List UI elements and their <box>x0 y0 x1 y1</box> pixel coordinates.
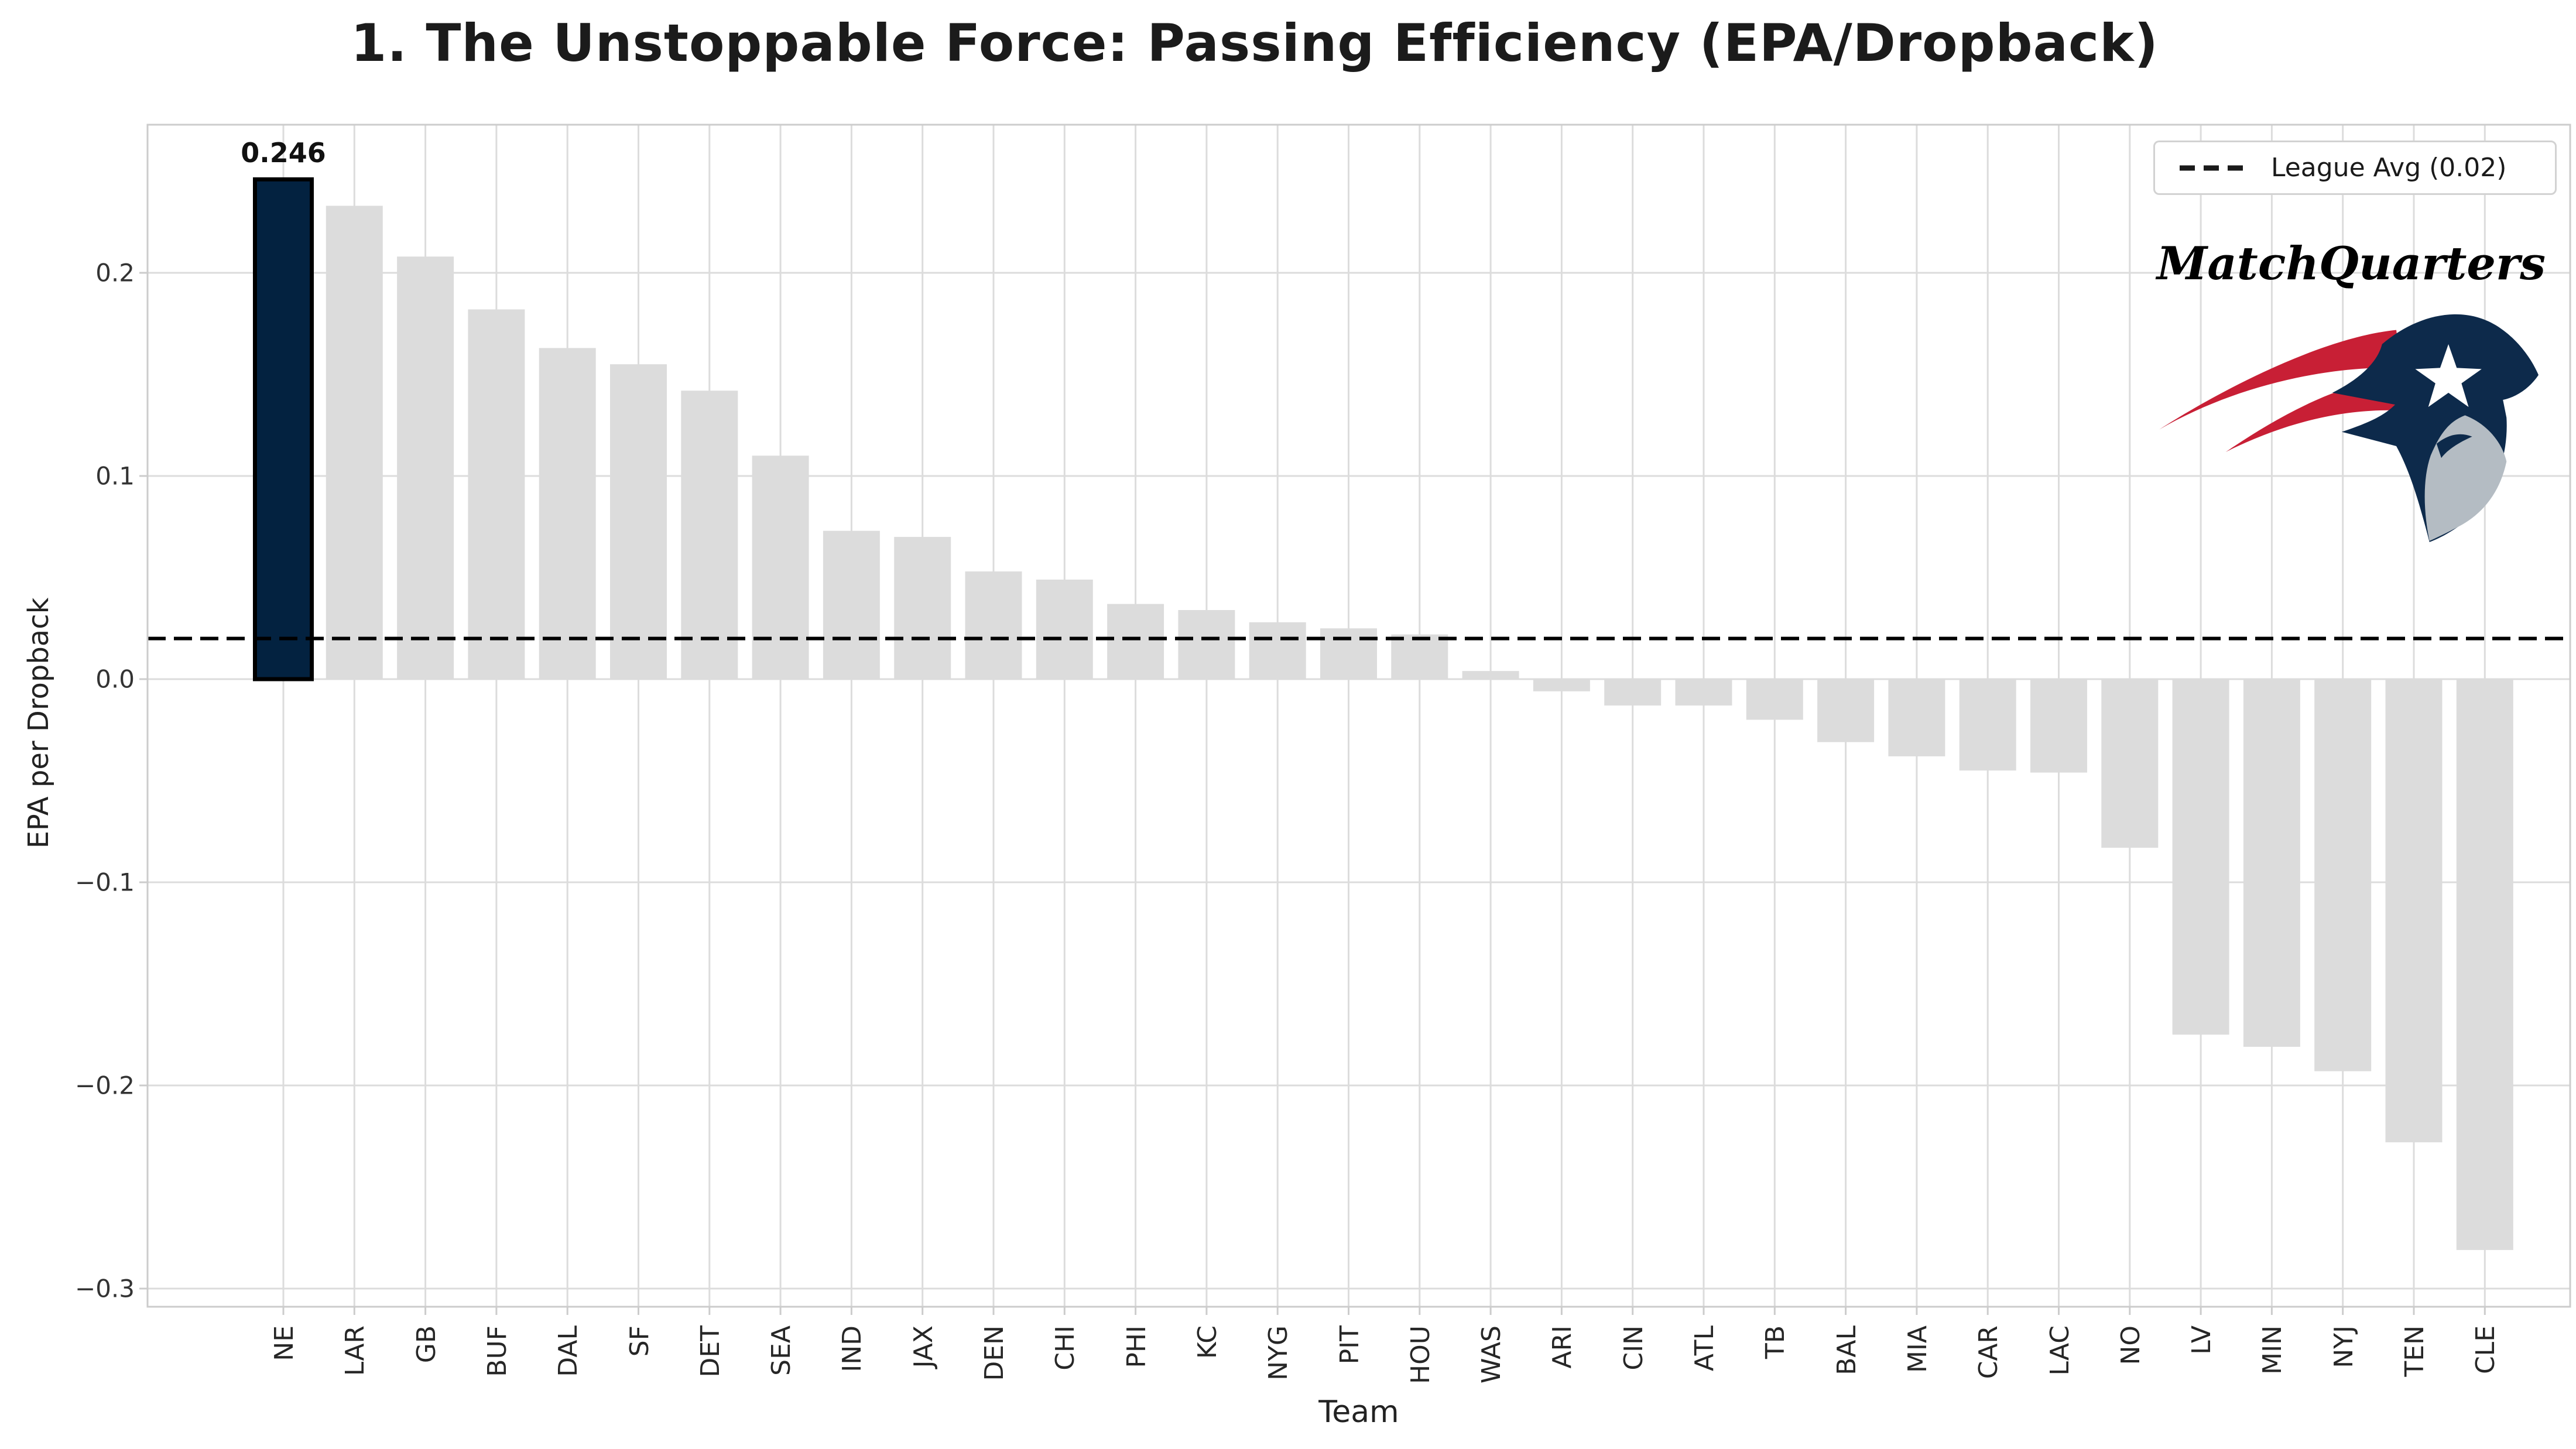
logo-brow <box>2436 434 2472 458</box>
y-axis-tick-label: 0.1 <box>95 461 135 491</box>
legend-label: League Avg (0.02) <box>2271 153 2507 183</box>
team-label-PIT: PIT <box>1334 1325 1365 1365</box>
bar-NYG <box>1249 622 1306 679</box>
bar-MIA <box>1888 679 1945 756</box>
chart-title: 1. The Unstoppable Force: Passing Effici… <box>351 13 2159 73</box>
patriots-logo-icon <box>2159 314 2539 542</box>
team-label-TEN: TEN <box>2400 1325 2430 1377</box>
highlight-value-annotation: 0.246 <box>241 137 326 169</box>
bar-LAR <box>326 205 383 679</box>
team-label-KC: KC <box>1192 1325 1222 1359</box>
dashed-line-icon <box>2180 165 2248 170</box>
legend: League Avg (0.02) <box>2153 141 2557 195</box>
y-axis-tick-label: −0.3 <box>75 1274 135 1303</box>
logo-star-icon <box>2415 344 2482 407</box>
bar-TEN <box>2385 679 2443 1143</box>
team-label-IND: IND <box>837 1325 868 1372</box>
bar-ARI <box>1533 679 1590 691</box>
bar-CHI <box>1036 579 1093 679</box>
team-label-MIN: MIN <box>2258 1325 2288 1375</box>
bar-LV <box>2172 679 2229 1035</box>
team-label-LV: LV <box>2187 1325 2217 1355</box>
team-label-BUF: BUF <box>482 1325 512 1377</box>
bar-SF <box>610 364 667 679</box>
bar-BAL <box>1817 679 1875 742</box>
team-label-JAX: JAX <box>908 1325 938 1368</box>
team-label-MIA: MIA <box>1902 1325 1933 1373</box>
bar-HOU <box>1391 634 1448 679</box>
bar-IND <box>823 530 880 679</box>
team-label-LAC: LAC <box>2044 1325 2075 1376</box>
bar-ATL <box>1675 679 1732 706</box>
bar-PIT <box>1320 628 1377 679</box>
bar-MIN <box>2243 679 2300 1047</box>
bar-TB <box>1746 679 1803 720</box>
team-label-BAL: BAL <box>1831 1325 1862 1375</box>
bar-DEN <box>965 571 1022 679</box>
bar-CAR <box>1959 679 2016 771</box>
team-label-DET: DET <box>695 1325 725 1378</box>
team-label-NYJ: NYJ <box>2328 1325 2359 1368</box>
team-label-NO: NO <box>2115 1325 2146 1365</box>
bar-LAC <box>2030 679 2087 773</box>
team-label-SF: SF <box>624 1325 655 1357</box>
team-label-CLE: CLE <box>2471 1325 2501 1375</box>
team-label-NYG: NYG <box>1263 1325 1294 1381</box>
y-axis-tick-label: 0.0 <box>95 664 135 694</box>
team-label-CAR: CAR <box>1974 1325 2004 1379</box>
team-label-DEN: DEN <box>979 1325 1009 1381</box>
logo-red-stripe-top <box>2159 330 2402 430</box>
bar-NYJ <box>2314 679 2372 1071</box>
bar-PHI <box>1107 604 1164 679</box>
bar-BUF <box>468 309 525 679</box>
team-label-ATL: ATL <box>1690 1325 1719 1372</box>
bar-DET <box>681 390 738 679</box>
bar-WAS <box>1462 671 1519 679</box>
bar-KC <box>1178 610 1235 679</box>
y-axis-tick-label: 0.2 <box>95 258 135 287</box>
bar-GB <box>397 256 454 679</box>
bar-DAL <box>539 348 596 679</box>
team-label-TB: TB <box>1760 1325 1791 1359</box>
bar-JAX <box>894 537 951 679</box>
x-axis-label: Team <box>1318 1395 1399 1430</box>
bar-CLE <box>2456 679 2513 1251</box>
bar-SEA <box>752 455 809 679</box>
bar-CIN <box>1604 679 1662 706</box>
team-label-WAS: WAS <box>1477 1325 1507 1384</box>
bar-NO <box>2101 679 2159 848</box>
team-label-SEA: SEA <box>766 1325 797 1376</box>
y-axis-tick-label: −0.1 <box>75 868 135 897</box>
team-label-NE: NE <box>269 1325 299 1361</box>
team-label-ARI: ARI <box>1547 1325 1578 1369</box>
y-axis-label: EPA per Dropback <box>22 597 55 849</box>
team-label-DAL: DAL <box>553 1325 584 1377</box>
y-axis-tick-label: −0.2 <box>75 1071 135 1100</box>
watermark-text: MatchQuarters <box>2156 237 2546 290</box>
team-label-LAR: LAR <box>340 1325 371 1376</box>
team-label-HOU: HOU <box>1405 1325 1436 1384</box>
team-label-PHI: PHI <box>1121 1325 1152 1368</box>
plot-border <box>146 124 2571 1308</box>
bar-NE <box>253 177 314 681</box>
team-label-CIN: CIN <box>1618 1325 1649 1371</box>
team-label-CHI: CHI <box>1050 1325 1081 1371</box>
team-label-GB: GB <box>411 1325 441 1364</box>
